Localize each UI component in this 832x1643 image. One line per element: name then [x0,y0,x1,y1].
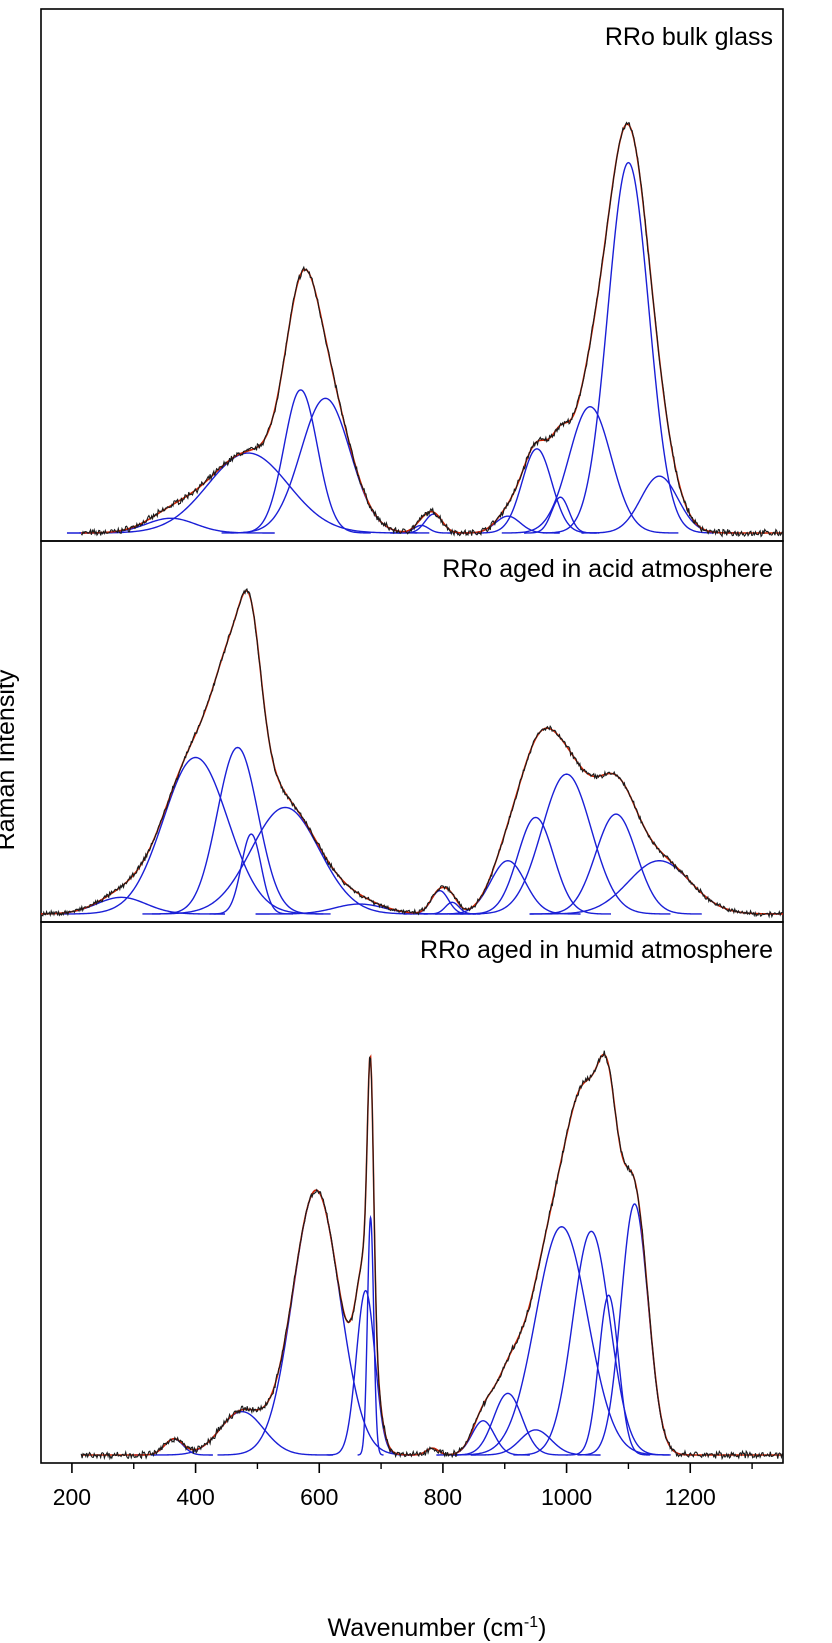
spectra-panels: RRo bulk glass RRo aged in acid atmospher… [41,9,783,1463]
x-axis: 200 400 600 800 1000 1200 [53,1463,752,1510]
measured-spectrum [81,1051,782,1459]
panel-frame [41,9,783,541]
measured-spectrum [41,589,783,916]
x-tick-label: 400 [176,1484,214,1510]
fit-component-4 [210,834,293,914]
x-axis-label-main: Wavenumber (cm [328,1614,524,1642]
fit-component-3 [152,748,323,914]
x-tick-label: 200 [53,1484,91,1510]
measured-spectrum [81,123,782,537]
fit-component-11 [543,163,714,533]
fit-component-3 [217,1190,414,1455]
panel-frame [41,922,783,1463]
fit-component-13 [577,1204,691,1455]
fit-component-5 [358,1218,384,1455]
fit-component-13 [529,861,783,914]
panel-1: RRo bulk glass [41,9,783,541]
fit-component-8 [448,1393,567,1455]
x-axis-label-close: ) [538,1614,546,1642]
y-axis-label: Raman Intensity [0,669,20,850]
x-tick-label: 800 [424,1484,462,1510]
fit-component-7 [436,1421,529,1455]
fit-component-12 [567,1295,650,1455]
panel-3: RRo aged in humid atmosphere [41,922,783,1463]
fit-component-2 [61,757,331,913]
fit-component-2 [79,453,417,533]
panel-title: RRo aged in acid atmosphere [442,555,773,583]
x-tick-label: 600 [300,1484,338,1510]
panel-2: RRo aged in acid atmosphere [41,541,783,922]
fit-component-2 [151,1412,333,1455]
fit-component-9 [524,497,597,533]
panel-title: RRo aged in humid atmosphere [420,936,773,964]
x-tick-label: 1200 [665,1484,716,1510]
x-axis-label-superscript: -1 [524,1614,538,1631]
x-tick-label: 1000 [541,1484,592,1510]
fit-envelope [81,1054,782,1455]
panel-title: RRo bulk glass [605,23,773,51]
fit-component-3 [231,390,371,533]
x-axis-label: Wavenumber (cm-1) [328,1614,547,1642]
fit-component-5 [142,807,428,914]
fit-component-7 [456,516,560,533]
fit-component-4 [222,398,430,533]
fit-component-12 [581,476,737,533]
